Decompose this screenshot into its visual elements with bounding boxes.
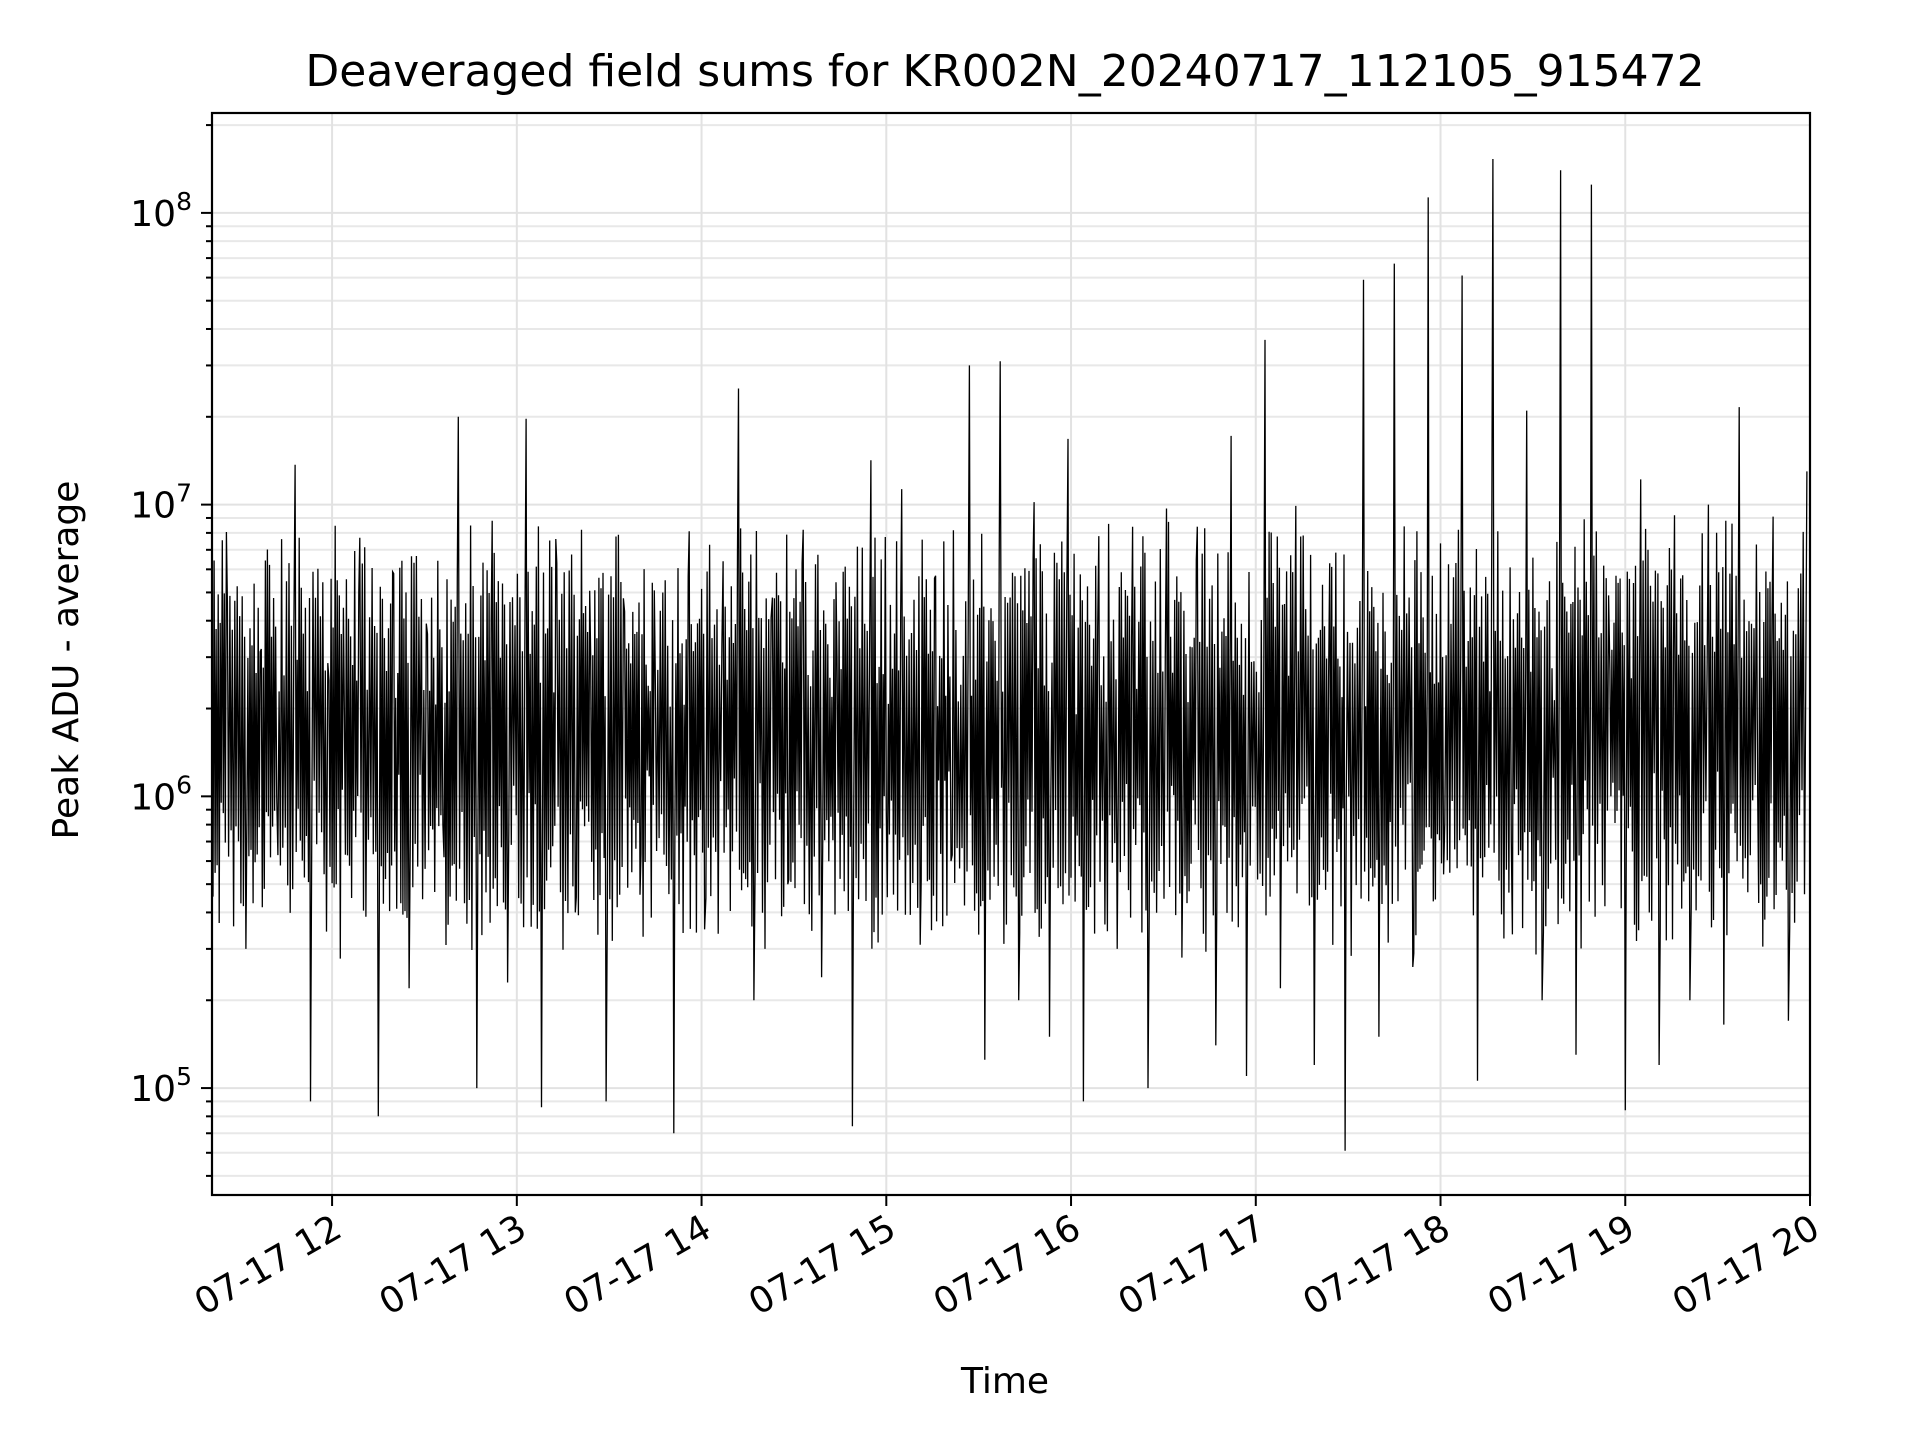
y-tick-label: 105 [130,1062,192,1110]
plot-area-frame [210,111,1812,1197]
y-tick-label-exponent: 8 [176,187,192,216]
y-tick-label-base: 10 [130,486,176,527]
y-tick-label-base: 10 [130,194,176,235]
y-tick-label: 106 [130,770,192,818]
y-tick-label-base: 10 [130,1069,176,1110]
chart-title: Deaveraged field sums for KR002N_2024071… [305,46,1704,97]
y-tick-label: 108 [130,187,192,235]
y-tick-label-exponent: 6 [176,770,192,799]
y-tick-label-exponent: 7 [176,479,192,508]
y-tick-label-exponent: 5 [176,1062,192,1091]
y-tick-label-base: 10 [130,777,176,818]
y-axis-label: Peak ADU - average [46,481,87,840]
y-tick-label: 107 [130,479,192,527]
x-axis-label: Time [960,1361,1049,1402]
series-group [211,158,1808,1151]
series-line [211,158,1808,1151]
